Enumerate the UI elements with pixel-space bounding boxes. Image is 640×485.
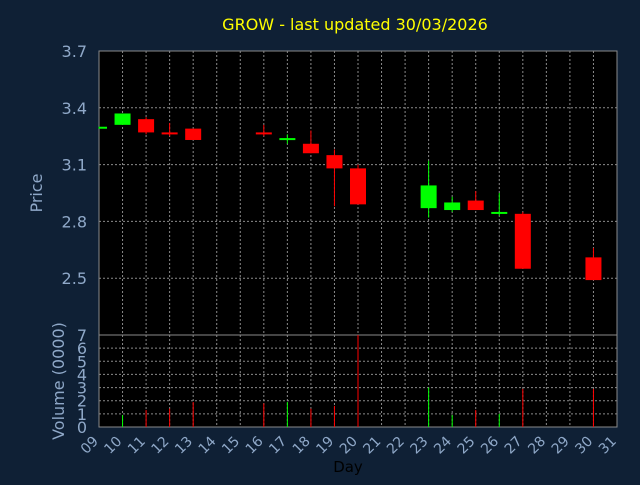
candle-body	[491, 211, 508, 214]
candle-body	[99, 126, 107, 129]
volume-y-tick-label: 7	[77, 326, 87, 345]
price-y-ticks: 3.7 3.4 3.1 2.8 2.5	[62, 42, 87, 288]
price-y-tick-label: 3.4	[62, 99, 87, 118]
candle-body	[161, 132, 178, 135]
volume-y-tick-label: 3	[77, 379, 87, 398]
candle-body	[420, 185, 437, 209]
volume-y-tick-label: 5	[77, 352, 87, 371]
volume-y-tick-label: 2	[77, 392, 87, 411]
candle-body	[514, 213, 531, 269]
candle-body	[326, 155, 343, 169]
price-y-tick-label: 3.7	[62, 42, 87, 61]
candle-body	[138, 119, 155, 133]
volume-axis-label: Volume (0000)	[49, 322, 68, 440]
volume-bars	[122, 335, 594, 427]
candle-body	[114, 113, 131, 125]
candle-body	[350, 168, 366, 205]
price-y-tick-label: 2.5	[62, 269, 87, 288]
candle-body	[302, 143, 319, 154]
candle-body	[255, 132, 272, 135]
candle-body	[467, 200, 484, 211]
x-axis-ticks: 09 10 11 12 13 14 15 16 17 18 19 20 21 22 23 24 25 26 27 28…	[78, 433, 620, 457]
candle-body	[279, 138, 296, 141]
volume-y-tick-label: 4	[77, 365, 87, 384]
candle-body	[444, 202, 461, 211]
candle-body	[585, 257, 602, 281]
price-y-tick-label: 3.1	[62, 156, 87, 175]
price-y-tick-label: 2.8	[62, 212, 87, 231]
chart-title: GROW - last updated 30/03/2026	[222, 15, 488, 34]
price-axis-label: Price	[27, 173, 46, 212]
x-axis-label: Day	[333, 458, 363, 476]
candles	[98, 113, 602, 281]
volume-y-tick-label: 6	[77, 339, 87, 358]
candle-body	[185, 128, 202, 140]
volume-y-tick-label: 0	[77, 418, 87, 437]
volume-y-tick-label: 1	[77, 405, 87, 424]
